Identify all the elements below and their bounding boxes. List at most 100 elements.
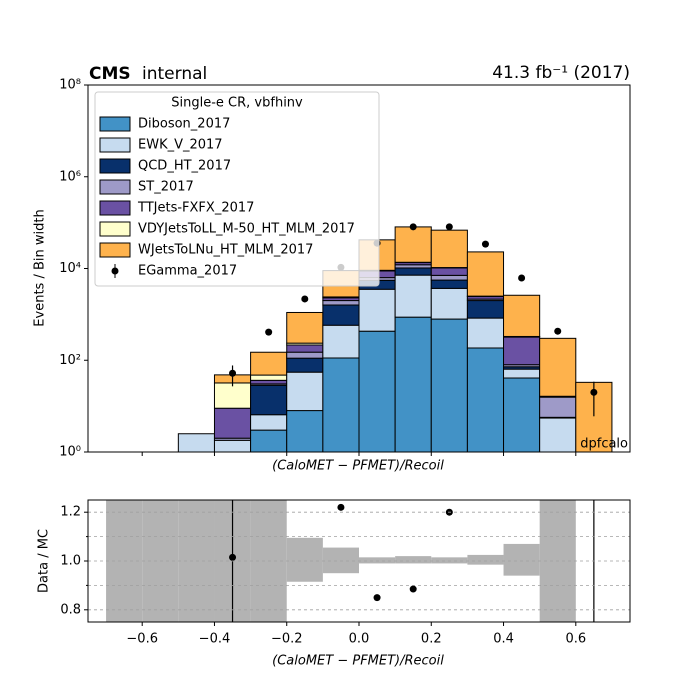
data-point [518,274,526,282]
legend-label: EGamma_2017 [138,264,237,279]
uncertainty-band [359,557,396,564]
uncertainty-band [322,547,359,574]
x-axis-label: (CaloMET − PFMET)/Recoil [272,459,444,474]
legend-label: Diboson_2017 [138,117,230,132]
x-tick-label: 0.4 [493,632,514,647]
y-tick-label: 1.0 [60,554,81,569]
stack-bar [503,336,541,366]
data-point [481,240,489,248]
data-point [445,223,453,231]
y-axis-label: Data / MC [37,529,52,593]
stack-bar [322,324,360,359]
legend-box [94,91,380,287]
legend-swatch [99,158,131,174]
stack-bar [539,337,577,397]
stack-bar [430,318,468,452]
data-point [409,585,417,593]
y-tick-label: 10⁰ [59,445,81,460]
y-axis-label: Events / Bin width [33,209,48,326]
legend-label: EWK_V_2017 [138,138,223,153]
legend-swatch [99,242,131,258]
data-point [229,369,237,377]
legend-label: ST_2017 [138,180,194,195]
uncertainty-band [395,556,432,564]
stack-bar [430,229,468,269]
y-tick-label: 10⁴ [59,261,81,276]
cms-label: CMS [89,64,131,84]
legend-label: QCD_HT_2017 [138,159,231,174]
annotation: dpfcalo [580,437,628,452]
stack-bar [430,274,468,281]
x-tick-label: −0.6 [126,632,158,647]
stack-bar [250,414,288,431]
x-tick-label: 0.2 [421,632,442,647]
data-point [590,388,598,396]
stack-bar [286,351,324,359]
stack-bar [286,311,324,344]
data-point [229,553,237,561]
stack-bar [358,288,396,332]
legend-swatch [99,137,131,153]
uncertainty-band [431,557,468,564]
stack-bar [250,384,288,416]
axes-frame [87,499,631,623]
data-point [409,223,417,231]
stack-bar [322,300,360,306]
stack-bar [322,357,360,452]
stack-bar [430,287,468,320]
stack-bar [539,396,577,418]
stack-bar [503,377,541,452]
y-tick-label: 10⁶ [59,169,81,184]
data-point [337,503,345,511]
stack-bar [358,330,396,452]
data-point [301,295,309,303]
x-tick-label: −0.2 [271,632,303,647]
stack-bar [466,317,505,349]
legend: Single-e CR, vbfhinv Diboson_2017 EWK_V_20… [94,91,380,287]
stack-bar [430,267,468,276]
stack-bar [286,371,324,412]
uncertainty-band [467,554,504,565]
x-tick-label: 0.0 [349,632,370,647]
stack-bar [286,410,324,452]
legend-swatch [99,179,131,195]
stack-bar [250,379,288,385]
title: internal [142,64,207,84]
data-point [373,594,381,602]
x-tick-label: 0.6 [565,632,586,647]
legend-title: Single-e CR, vbfhinv [171,96,303,111]
stack-bar [250,351,288,376]
stack-bar [503,294,541,337]
stack-bar [466,300,505,319]
legend-label: VDYJetsToLL_M-50_HT_MLM_2017 [138,222,355,237]
legend-label: WJetsToLNu_HT_MLM_2017 [138,243,313,258]
stack-bar [394,316,432,452]
y-tick-label: 10⁸ [59,78,81,93]
stack-bar [250,374,288,381]
y-tick-label: 10² [59,353,81,368]
stack-bar [286,357,324,373]
stack-bar [322,304,360,326]
legend-swatch [99,116,131,132]
stack-bar [394,226,432,263]
stack-bar [394,274,432,318]
lumi: 41.3 fb⁻¹ (2017) [492,63,630,83]
x-tick-label: −0.4 [199,632,231,647]
stack-bar [213,382,252,409]
data-point [265,328,273,336]
legend-swatch [99,200,131,216]
axes-frame [87,84,631,453]
stack-bar [466,251,505,297]
legend-label: TTJets-FXFX_2017 [137,201,254,216]
x-axis-label: (CaloMET − PFMET)/Recoil [272,654,444,669]
stack-bar [503,368,541,379]
legend-marker [111,267,119,275]
stack-bar [286,344,324,353]
y-tick-label: 1.2 [60,505,81,520]
legend-swatch [99,221,131,237]
uncertainty-band [286,537,323,582]
uncertainty-band [503,543,540,576]
annotations: CMS internal 41.3 fb⁻¹ (2017) dpfcalo (C… [33,63,631,669]
stack-bar [213,407,252,439]
